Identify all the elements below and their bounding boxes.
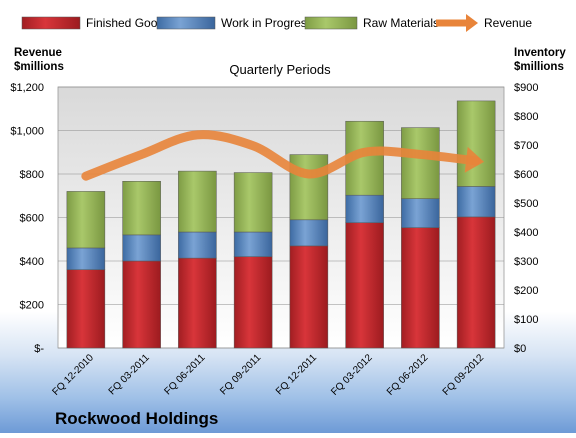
bar-work-in-progress	[456, 186, 496, 218]
right-tick-label: $500	[514, 198, 538, 210]
legend-swatch	[156, 16, 216, 30]
legend-swatch	[21, 16, 81, 30]
bars	[66, 100, 496, 349]
right-tick-label: $600	[514, 169, 538, 181]
revenue-line-path	[81, 130, 481, 181]
bar-raw-materials	[66, 191, 106, 249]
right-tick-label: $0	[514, 343, 526, 355]
right-tick-label: $900	[514, 82, 538, 94]
bar-finished-goods	[345, 222, 384, 349]
bar-raw-materials	[289, 154, 329, 221]
bar-raw-materials	[178, 170, 217, 233]
x-tick-label: FQ 12-2011	[274, 352, 319, 397]
x-tick-label: FQ 12-2010	[50, 352, 96, 398]
legend-swatch	[304, 16, 358, 30]
x-tick-label: FQ 06-2012	[385, 352, 431, 398]
bar-work-in-progress	[178, 231, 217, 259]
x-tick-label: FQ 03-2011	[107, 352, 152, 397]
legend-label: Raw Materials	[363, 16, 439, 30]
right-tick-label: $100	[514, 314, 538, 326]
bar-work-in-progress	[345, 194, 384, 223]
bar-work-in-progress	[66, 247, 106, 270]
bar-raw-materials	[401, 127, 440, 199]
x-tick-label: FQ 09-2012	[441, 352, 487, 398]
bar-work-in-progress	[233, 231, 273, 257]
bar-raw-materials	[456, 100, 496, 187]
left-tick-label: $400	[20, 256, 44, 268]
bar-finished-goods	[401, 227, 440, 349]
left-tick-label: $1,200	[10, 82, 44, 94]
revenue-arrowhead	[464, 146, 485, 173]
right-axis-ticks: $0 $100 $200 $300 $400 $500 $600 $700 $800 $900	[514, 82, 538, 355]
revenue-line	[81, 130, 485, 181]
left-axis-label-line1: Revenue	[14, 47, 62, 59]
company-name: Rockwood Holdings	[55, 409, 218, 428]
right-axis-label-line2: $millions	[514, 61, 564, 73]
left-tick-label: $800	[20, 169, 44, 181]
left-axis-label-line2: $millions	[14, 61, 64, 73]
x-tick-label: FQ 06-2011	[163, 352, 208, 397]
left-tick-label: $-	[34, 343, 44, 355]
bar-finished-goods	[233, 256, 273, 349]
legend-label: Work in Progress	[221, 16, 313, 30]
bar-finished-goods	[178, 257, 217, 349]
legend: Finished Goods Work in Progress Raw Materi…	[21, 14, 532, 32]
right-tick-label: $200	[514, 285, 538, 297]
bar-work-in-progress	[122, 234, 161, 262]
bar-work-in-progress	[401, 198, 440, 228]
right-tick-label: $700	[514, 140, 538, 152]
x-tick-label: FQ 09-2011	[218, 352, 263, 397]
left-tick-label: $200	[20, 300, 44, 312]
left-tick-label: $600	[20, 213, 44, 225]
x-tick-label: FQ 03-2012	[329, 352, 375, 398]
bar-finished-goods	[289, 245, 329, 349]
right-tick-label: $300	[514, 256, 538, 268]
bar-raw-materials	[233, 172, 273, 233]
x-axis-ticks: FQ 12-2010 FQ 03-2011 FQ 06-2011 FQ 09-2011…	[50, 352, 486, 398]
right-tick-label: $400	[514, 227, 538, 239]
legend-label: Finished Goods	[86, 16, 170, 30]
left-tick-label: $1,000	[10, 126, 44, 138]
legend-label: Revenue	[484, 16, 532, 30]
bar-finished-goods	[456, 216, 496, 349]
right-axis-label-line1: Inventory	[514, 47, 566, 59]
chart-title: Quarterly Periods	[229, 62, 331, 77]
right-tick-label: $800	[514, 111, 538, 123]
bar-finished-goods	[66, 269, 106, 349]
bar-finished-goods	[122, 260, 161, 349]
bar-raw-materials	[122, 181, 161, 236]
left-axis-ticks: $- $200 $400 $600 $800 $1,000 $1,200	[10, 82, 44, 355]
bar-work-in-progress	[289, 219, 329, 247]
legend-arrowhead-revenue	[466, 14, 478, 32]
